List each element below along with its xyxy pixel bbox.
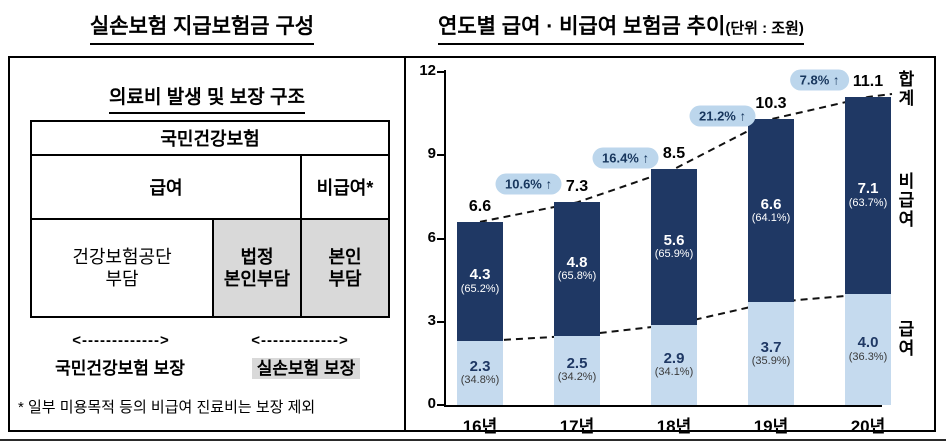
table-row: 급여 비급여* (30, 154, 391, 220)
right-section-title-text: 연도별 급여 · 비급여 보험금 추이 (438, 15, 726, 38)
left-section-title: 실손보험 지급보험금 구성 (10, 10, 394, 45)
nhis-burden-cell: 건강보험공단 부담 (30, 218, 214, 318)
bar-16년-benefit: 2.3 (34.8%) (457, 341, 503, 405)
non-benefit-value-label: 6.6 (760, 195, 782, 213)
y-tick-mark (437, 237, 444, 240)
non-benefit-pct-label: (65.2%) (460, 282, 500, 295)
bar-20년-benefit: 4.0 (36.3%) (845, 294, 891, 405)
total-label-20년: 11.1 (852, 72, 884, 90)
non-benefit-pct-label: (63.7%) (848, 196, 888, 209)
coverage-table: 국민건강보험 급여 비급여* 건강보험공단 부담 법정 본인부담 본인 부담 (29, 120, 391, 318)
y-tick-label: 9 (427, 145, 436, 163)
non-benefit-value-label: 4.3 (469, 266, 491, 284)
benefit-pct-label: (34.8%) (460, 374, 500, 387)
benefit-pct-label: (34.2%) (557, 371, 597, 384)
y-tick-label: 3 (427, 311, 436, 329)
x-axis (444, 405, 882, 407)
chart-area: 합계 비급여 급여 0 3 6 9 12 2.3 (34.8%) 4.3 (65.2%) 6.6 1… (406, 58, 934, 436)
y-axis (444, 70, 446, 407)
left-section-title-text: 실손보험 지급보험금 구성 (89, 10, 315, 45)
silson-coverage-highlight: 실손보험 보장 (251, 358, 361, 379)
silson-coverage-arrow: <-------------> (251, 332, 349, 349)
coverage-structure-panel: 의료비 발생 및 보장 구조 국민건강보험 급여 비급여* 건강보험공단 부담 … (10, 58, 404, 430)
benefit-pct-label: (34.1%) (654, 365, 694, 378)
right-section-title: 연도별 급여 · 비급여 보험금 추이(단위 : 조원) (438, 10, 804, 45)
non-benefit-value-label: 7.1 (857, 180, 879, 198)
y-tick-mark (437, 154, 444, 157)
bar-19년-benefit: 3.7 (35.9%) (748, 302, 794, 405)
y-tick-label: 0 (427, 395, 436, 412)
structure-box-title: 의료비 발생 및 보장 구조 (10, 82, 404, 114)
legend-benefit: 급여 (895, 320, 914, 358)
growth-badge-1: 10.6% ↑ (495, 173, 562, 195)
bar-16년-non-benefit: 4.3 (65.2%) (457, 221, 503, 342)
y-tick-mark (437, 71, 444, 73)
total-trend-line (479, 93, 893, 223)
total-label-18년: 8.5 (662, 145, 686, 163)
nhis-coverage-arrow: <-------------> (72, 332, 170, 349)
y-tick-mark (437, 404, 444, 406)
y-tick-mark (437, 320, 444, 323)
x-axis-label-19년: 19년 (753, 417, 789, 436)
y-tick-label: 12 (419, 62, 436, 79)
benefit-value-label: 2.3 (469, 358, 491, 376)
bar-18년-benefit: 2.9 (34.1%) (651, 324, 697, 405)
bar-17년-non-benefit: 4.8 (65.8%) (554, 202, 600, 336)
x-axis-label-18년: 18년 (656, 417, 692, 436)
non-benefit-cell: 비급여* (299, 154, 391, 220)
total-label-16년: 6.6 (468, 197, 492, 215)
legend-total: 합계 (895, 70, 914, 108)
benefit-value-label: 3.7 (760, 338, 782, 356)
benefit-cell: 급여 (30, 154, 302, 220)
benefit-value-label: 4.0 (857, 334, 879, 352)
x-axis-label-20년: 20년 (850, 417, 886, 436)
non-benefit-pct-label: (64.1%) (751, 211, 791, 224)
nhis-coverage-label: 국민건강보험 보장 (55, 359, 185, 378)
bottom-rule (0, 439, 946, 441)
bar-19년-non-benefit: 6.6 (64.1%) (748, 119, 794, 303)
growth-badge-2: 16.4% ↑ (592, 147, 659, 169)
non-benefit-value-label: 5.6 (663, 231, 685, 249)
y-tick-label: 6 (427, 228, 436, 246)
x-axis-label-16년: 16년 (462, 417, 498, 436)
table-row: 국민건강보험 (29, 120, 391, 156)
non-benefit-pct-label: (65.8%) (557, 270, 597, 283)
bar-17년-benefit: 2.5 (34.2%) (554, 335, 600, 405)
benefit-value-label: 2.9 (663, 349, 685, 367)
content-frame: 의료비 발생 및 보장 구조 국민건강보험 급여 비급여* 건강보험공단 부담 … (8, 56, 936, 436)
table-row: 건강보험공단 부담 법정 본인부담 본인 부담 (30, 218, 391, 318)
footnote: * 일부 미용목적 등의 비급여 진료비는 보장 제외 (18, 399, 316, 416)
bar-18년-non-benefit: 5.6 (65.9%) (651, 169, 697, 325)
x-axis-label-17년: 17년 (559, 417, 595, 436)
growth-badge-4: 7.8% ↑ (789, 69, 850, 91)
self-pay-cell: 본인 부담 (299, 218, 391, 318)
benefit-pct-label: (35.9%) (751, 354, 791, 367)
benefit-pct-label: (36.3%) (848, 350, 888, 363)
legend-non-benefit: 비급여 (895, 172, 914, 229)
structure-box-title-text: 의료비 발생 및 보장 구조 (109, 82, 305, 114)
bar-20년-non-benefit: 7.1 (63.7%) (845, 96, 891, 294)
total-label-17년: 7.3 (565, 178, 589, 196)
non-benefit-pct-label: (65.9%) (654, 247, 694, 260)
statutory-copay-cell: 법정 본인부담 (212, 218, 302, 318)
unit-label: (단위 : 조원) (725, 20, 804, 37)
panel-divider (404, 58, 406, 430)
non-benefit-value-label: 4.8 (566, 253, 588, 271)
growth-badge-3: 21.2% ↑ (689, 105, 756, 127)
trend-chart-panel: 합계 비급여 급여 0 3 6 9 12 2.3 (34.8%) 4.3 (65.2%) 6.6 1… (406, 58, 934, 436)
nhis-header-cell: 국민건강보험 (29, 120, 391, 156)
silson-coverage-label: 실손보험 보장 (218, 354, 394, 379)
benefit-value-label: 2.5 (566, 355, 588, 373)
total-label-19년: 10.3 (755, 95, 787, 113)
